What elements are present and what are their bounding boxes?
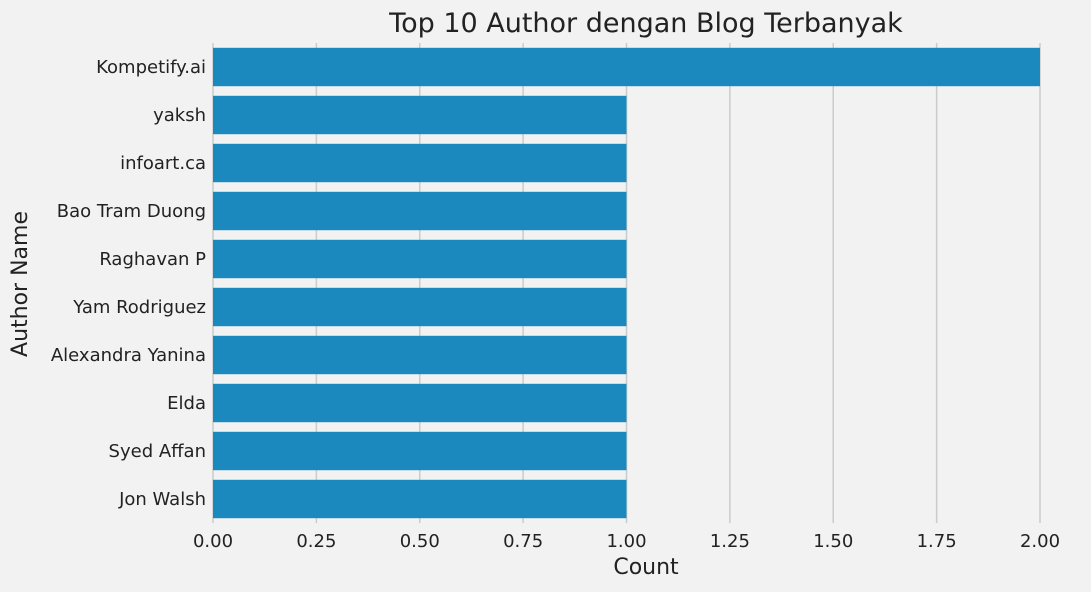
x-tick-label: 0.25 — [296, 531, 336, 552]
x-tick-labels: 0.00 0.25 0.50 0.75 1.00 1.25 1.50 1.75 2.00 — [193, 531, 1060, 552]
x-axis-label: Count — [613, 555, 679, 580]
bar — [213, 287, 627, 327]
x-tick-label: 1.00 — [606, 531, 646, 552]
bar — [213, 239, 627, 279]
y-tick-label: yaksh — [153, 105, 206, 126]
bar — [213, 95, 627, 135]
bar — [213, 479, 627, 519]
y-tick-label: Elda — [167, 393, 206, 414]
x-tick-label: 1.75 — [917, 531, 957, 552]
x-tick-label: 2.00 — [1020, 531, 1060, 552]
y-tick-label: Bao Tram Duong — [57, 201, 206, 222]
bar — [213, 191, 627, 231]
bar — [213, 335, 627, 375]
bar — [213, 431, 627, 471]
y-tick-labels: Kompetify.ai yaksh infoart.ca Bao Tram Duon… — [51, 57, 206, 510]
chart-title: Top 10 Author dengan Blog Terbanyak — [388, 8, 903, 39]
y-tick-label: Jon Walsh — [118, 489, 206, 510]
x-tick-label: 0.50 — [400, 531, 440, 552]
bar — [213, 47, 1040, 87]
x-tick-label: 1.25 — [710, 531, 750, 552]
bars — [213, 47, 1040, 519]
y-tick-label: Alexandra Yanina — [51, 345, 206, 366]
bar — [213, 143, 627, 183]
bar — [213, 383, 627, 423]
x-tick-label: 0.00 — [193, 531, 233, 552]
y-axis-label: Author Name — [8, 211, 33, 357]
y-tick-label: Kompetify.ai — [96, 57, 206, 78]
y-tick-label: Raghavan P — [99, 249, 206, 270]
y-tick-label: infoart.ca — [120, 153, 206, 174]
y-tick-label: Syed Affan — [109, 441, 206, 462]
x-tick-label: 0.75 — [503, 531, 543, 552]
y-tick-label: Yam Rodriguez — [72, 297, 206, 318]
x-tick-label: 1.50 — [813, 531, 853, 552]
